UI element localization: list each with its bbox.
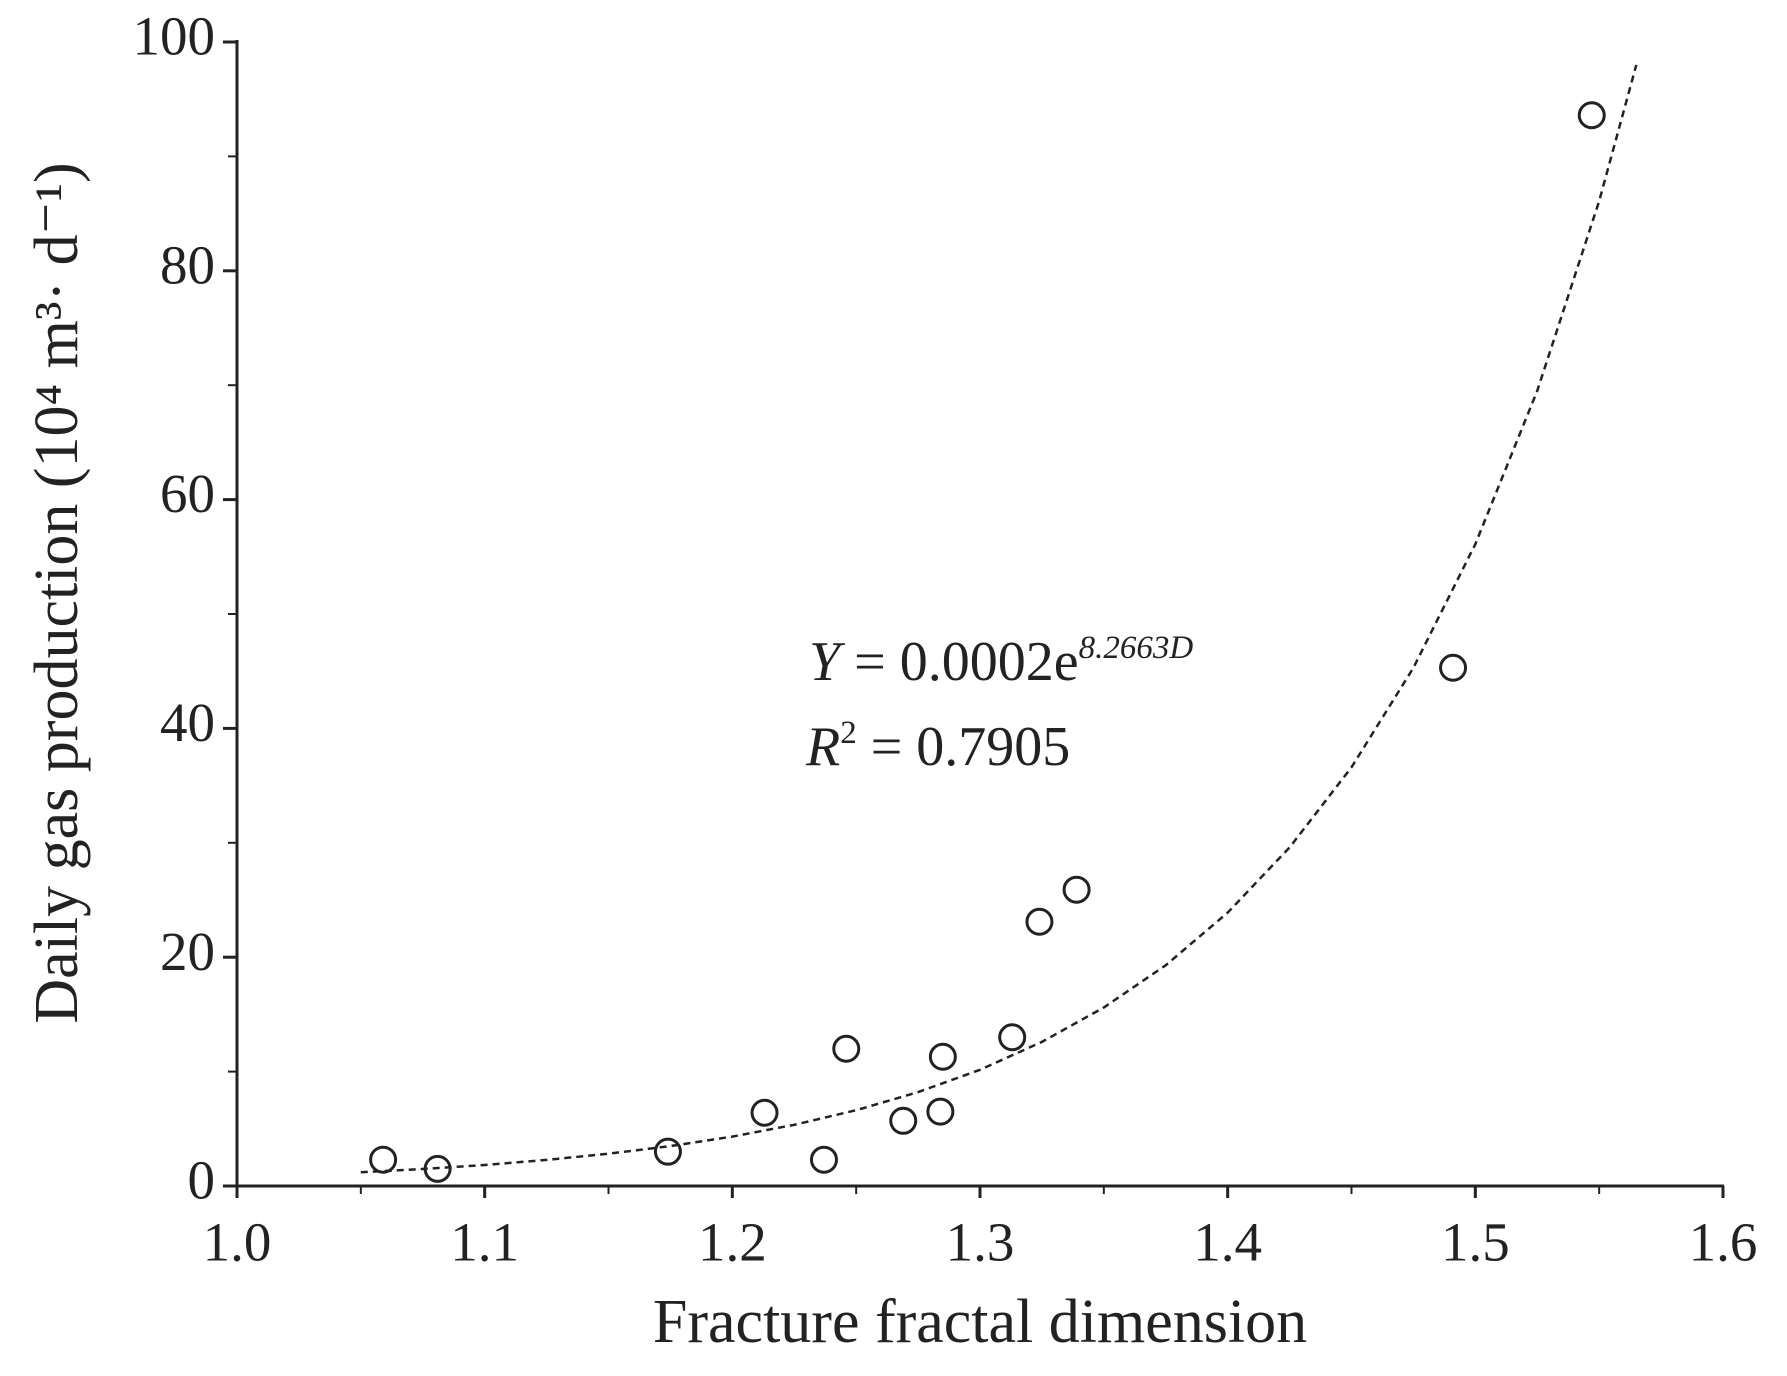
x-tick-label: 1.2 (698, 1212, 767, 1273)
r2-part: R (805, 716, 840, 778)
y-tick-label: 40 (160, 692, 215, 753)
r-squared: R2 = 0.7905 (805, 715, 1070, 778)
y-tick-label: 60 (160, 463, 215, 524)
trend-line (360, 64, 1638, 1174)
data-point (1577, 101, 1606, 130)
data-point (889, 1106, 918, 1135)
data-point (926, 1097, 955, 1126)
data-point (809, 1145, 838, 1174)
data-point (653, 1137, 682, 1166)
x-axis-title: Fracture fractal dimension (653, 1288, 1307, 1356)
equation-part: = 0.0002e (840, 631, 1078, 693)
data-point (1062, 875, 1091, 904)
x-tick-label: 1.0 (203, 1212, 272, 1273)
x-tick-label: 1.4 (1193, 1212, 1262, 1273)
y-tick-label: 20 (160, 921, 215, 982)
x-tick-label: 1.1 (450, 1212, 519, 1273)
data-point (998, 1023, 1027, 1052)
data-point (369, 1145, 398, 1174)
data-point (832, 1034, 861, 1063)
y-tick-label: 80 (160, 234, 215, 295)
x-tick-label: 1.5 (1441, 1212, 1510, 1273)
x-tick-label: 1.6 (1689, 1212, 1758, 1273)
r2-part: = 0.7905 (857, 716, 1071, 778)
data-point (1025, 907, 1054, 936)
x-tick-label: 1.3 (946, 1212, 1015, 1273)
y-tick-label: 0 (188, 1150, 216, 1211)
r2-part: 2 (840, 715, 857, 751)
data-point (928, 1042, 957, 1071)
equation-exponent: 8.2663D (1079, 630, 1194, 666)
data-point (750, 1098, 779, 1127)
data-point (1439, 653, 1468, 682)
y-tick-label: 100 (133, 6, 216, 67)
y-axis-title: Daily gas production (10⁴ m³· d⁻¹) (23, 162, 91, 1023)
equation: Y = 0.0002e8.2663D (809, 630, 1193, 693)
equation-part: Y (809, 631, 846, 693)
data-point (423, 1154, 452, 1183)
